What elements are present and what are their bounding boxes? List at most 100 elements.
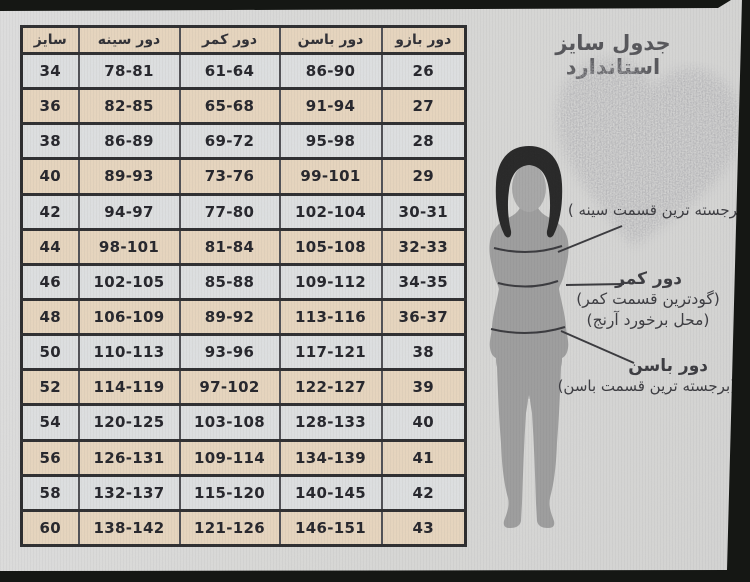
table-cell: 114-119 [77,368,181,406]
table-cell: 121-126 [178,509,281,547]
table-cell: 97-102 [178,368,281,406]
table-cell: 109-114 [178,439,281,477]
table-row: 58 132-137 115-120 140-145 42 [20,474,467,512]
table-cell: 102-104 [278,193,383,231]
table-cell: 146-151 [278,509,383,547]
column-header-2: دور کمر [178,25,281,55]
size-table-head: سایز دور سینه دور کمر دور باسن دور بازو [20,25,467,55]
table-row: 46 102-105 85-88 109-112 34-35 [20,263,467,301]
table-cell: 109-112 [278,263,383,301]
table-cell: 34-35 [380,263,467,301]
table-row: 52 114-119 97-102 122-127 39 [20,368,467,406]
table-cell: 86-89 [77,122,181,160]
column-header-1: دور سینه [77,25,181,55]
column-header-3: دور باسن [278,25,383,55]
table-cell: 105-108 [278,228,383,266]
bust-annotation: (برجسته ترین قسمت سینه ) [567,201,748,219]
waist-annotation-2: (محل برخورد آرنج) [586,311,710,329]
table-cell: 78-81 [77,52,181,90]
hip-pointer-line [560,330,635,364]
table-row: 42 94-97 77-80 102-104 30-31 [20,193,467,231]
waist-label: دور کمر [615,269,682,289]
table-cell: 120-125 [77,403,181,442]
table-row: 60 138-142 121-126 146-151 43 [20,509,467,547]
table-cell: 77-80 [178,193,281,231]
table-cell: 40 [380,403,467,442]
table-cell: 82-85 [77,87,181,125]
table-cell: 81-84 [178,228,281,266]
table-cell: 91-94 [278,87,383,125]
table-cell: 44 [20,228,80,266]
column-header-0: سایز [20,25,80,55]
table-cell: 42 [20,193,80,231]
table-cell: 99-101 [278,157,383,196]
table-row: 48 106-109 89-92 113-116 36-37 [20,298,467,336]
table-row: 38 86-89 69-72 95-98 28 [20,122,467,160]
table-cell: 98-101 [77,228,181,266]
table-cell: 65-68 [178,87,281,125]
table-cell: 134-139 [278,439,383,477]
table-row: 36 82-85 65-68 91-94 27 [20,87,467,125]
table-cell: 73-76 [178,157,281,196]
table-cell: 113-116 [278,298,383,336]
table-cell: 122-127 [278,368,383,406]
table-cell: 27 [380,87,467,125]
table-cell: 56 [20,439,80,477]
table-cell: 38 [380,333,467,371]
table-cell: 48 [20,298,80,336]
table-cell: 126-131 [77,439,181,477]
table-cell: 32-33 [380,228,467,266]
table-cell: 29 [380,157,467,196]
table-row: 34 78-81 61-64 86-90 26 [20,52,467,90]
table-row: 40 89-93 73-76 99-101 29 [20,157,467,196]
table-cell: 69-72 [178,122,281,160]
table-cell: 61-64 [178,52,281,90]
table-row: 56 126-131 109-114 134-139 41 [20,439,467,477]
bust-pointer-line [557,225,623,253]
hip-annotation: (برجسته ترین قسمت باسن) [557,377,736,395]
table-row: 44 98-101 81-84 105-108 32-33 [20,228,467,266]
table-cell: 36 [20,87,80,125]
table-cell: 34 [20,52,80,90]
header-row: سایز دور سینه دور کمر دور باسن دور بازو [20,25,467,55]
table-cell: 39 [380,368,467,406]
table-cell: 30-31 [380,193,467,231]
table-cell: 60 [20,509,80,547]
table-cell: 52 [20,368,80,406]
table-cell: 89-92 [178,298,281,336]
hip-label: دور باسن [628,356,708,376]
size-table: سایز دور سینه دور کمر دور باسن دور بازو 34 78… [20,25,467,547]
table-cell: 117-121 [278,333,383,371]
screen-edge-strip [744,0,750,58]
table-cell: 42 [380,474,467,512]
table-cell: 132-137 [77,474,181,512]
column-header-4: دور بازو [380,25,467,55]
table-cell: 28 [380,122,467,160]
table-cell: 93-96 [178,333,281,371]
table-cell: 38 [20,122,80,160]
table-cell: 54 [20,403,80,442]
table-cell: 85-88 [178,263,281,301]
table-cell: 103-108 [178,403,281,442]
table-cell: 86-90 [278,52,383,90]
table-cell: 138-142 [77,509,181,547]
table-row: 50 110-113 93-96 117-121 38 [20,333,467,371]
table-cell: 26 [380,52,467,90]
table-cell: 58 [20,474,80,512]
table-cell: 50 [20,333,80,371]
table-cell: 94-97 [77,193,181,231]
table-cell: 89-93 [77,157,181,196]
table-cell: 43 [380,509,467,547]
waist-annotation-1: (گودترین قسمت کمر) [576,290,720,308]
table-cell: 110-113 [77,333,181,371]
table-cell: 128-133 [278,403,383,442]
table-cell: 40 [20,157,80,196]
table-cell: 106-109 [77,298,181,336]
size-table-body: 34 78-81 61-64 86-90 26 36 82-85 65-68 91-94 27 38… [20,52,467,547]
table-cell: 36-37 [380,298,467,336]
table-cell: 140-145 [278,474,383,512]
table-cell: 46 [20,263,80,301]
table-cell: 102-105 [77,263,181,301]
